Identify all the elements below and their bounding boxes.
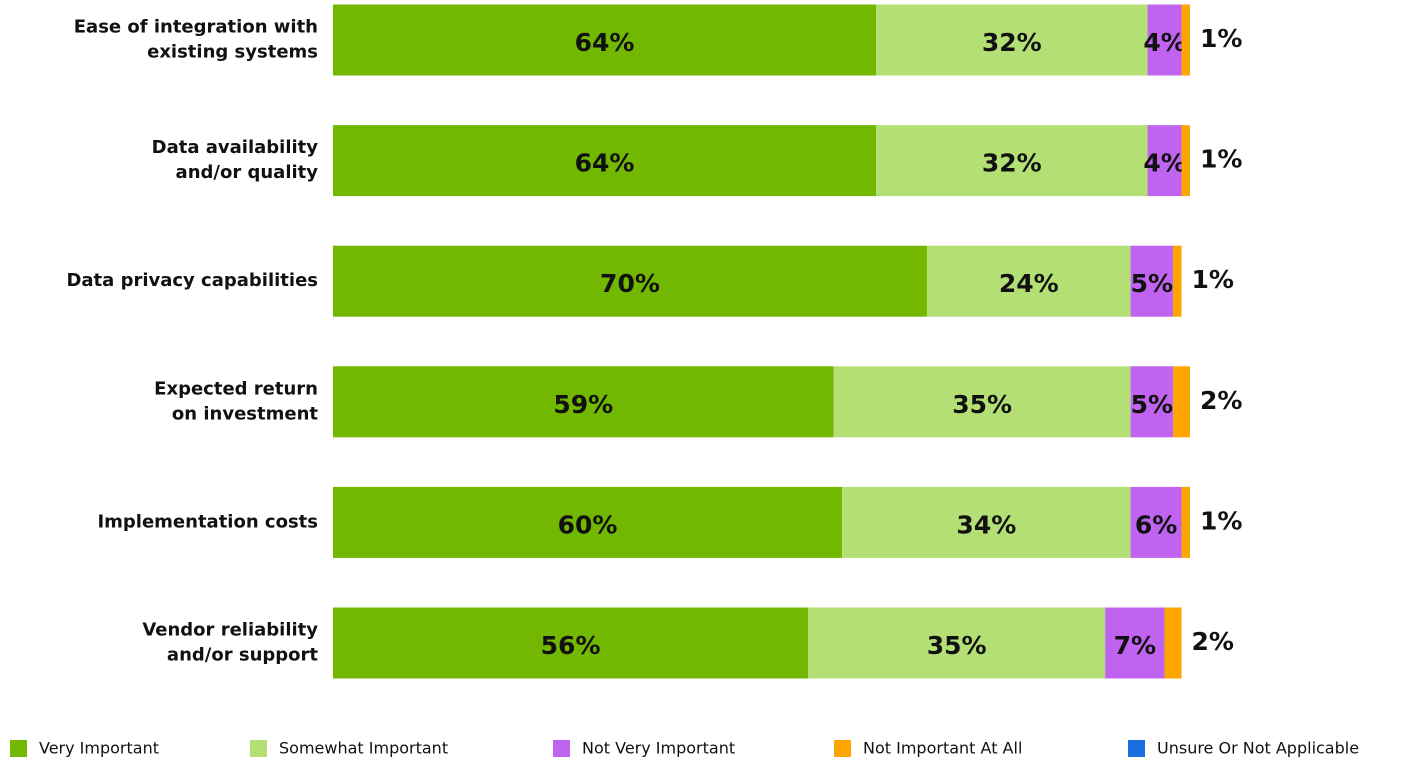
value-label: 59% — [553, 390, 613, 419]
bar-segment — [1147, 125, 1182, 197]
bar-segment — [926, 245, 1131, 317]
bar-segment — [333, 125, 877, 197]
bar-segment — [833, 366, 1131, 438]
bar-segment — [876, 4, 1148, 76]
legend-swatch — [10, 740, 27, 757]
legend-label: Not Important At All — [863, 739, 1022, 758]
value-label: 1% — [1200, 506, 1242, 535]
value-label: 4% — [1143, 149, 1185, 178]
value-label: 5% — [1131, 269, 1173, 298]
value-label: 5% — [1131, 390, 1173, 419]
value-label: 1% — [1192, 265, 1234, 294]
value-label: 2% — [1192, 627, 1234, 656]
category-label: Implementation costs — [97, 511, 318, 532]
bar-segment — [808, 607, 1106, 679]
value-label: 70% — [600, 269, 660, 298]
category-label: Data privacy capabilities — [66, 270, 318, 291]
value-label: 64% — [575, 149, 635, 178]
bar-segment — [333, 607, 809, 679]
bar-segment — [1181, 4, 1190, 76]
value-label: 4% — [1143, 28, 1185, 57]
value-label: 35% — [952, 390, 1012, 419]
bar-segment — [333, 366, 834, 438]
legend-swatch — [553, 740, 570, 757]
legend-label: Somewhat Important — [279, 739, 448, 758]
legend-label: Not Very Important — [582, 739, 735, 758]
bar-segment — [1130, 486, 1182, 558]
value-label: 34% — [956, 510, 1016, 539]
value-label: 1% — [1200, 145, 1242, 174]
bar-segment — [333, 245, 927, 317]
value-label: 64% — [575, 28, 635, 57]
legend-swatch — [834, 740, 851, 757]
category-label: Data availability and/or quality — [152, 137, 319, 183]
category-label: Ease of integration with existing systems — [74, 17, 318, 63]
bar-segment — [1173, 245, 1182, 317]
bar-segment — [1164, 607, 1182, 679]
bar-segment — [1105, 607, 1165, 679]
value-label: 32% — [982, 28, 1042, 57]
bar-segment — [1130, 366, 1174, 438]
bar-segment — [1173, 366, 1190, 438]
bar-segment — [876, 125, 1148, 197]
legend-swatch — [250, 740, 267, 757]
bar-segment — [1181, 486, 1190, 558]
legend-label: Unsure Or Not Applicable — [1157, 739, 1359, 758]
value-label: 56% — [541, 631, 601, 660]
bar-segment — [1181, 125, 1190, 197]
legend-label: Very Important — [39, 739, 159, 758]
bar-segment — [842, 486, 1131, 558]
category-label: Vendor reliability and/or support — [142, 620, 318, 666]
value-label: 1% — [1200, 24, 1242, 53]
bar-segment — [1147, 4, 1182, 76]
value-label: 24% — [999, 269, 1059, 298]
bar-segment — [1130, 245, 1174, 317]
value-label: 32% — [982, 149, 1042, 178]
bar-segment — [333, 486, 843, 558]
value-label: 6% — [1135, 510, 1177, 539]
bar-segment — [333, 4, 877, 76]
value-label: 7% — [1114, 631, 1156, 660]
legend-swatch — [1128, 740, 1145, 757]
value-label: 60% — [558, 510, 618, 539]
value-label: 2% — [1200, 386, 1242, 415]
category-label: Expected return on investment — [154, 378, 318, 424]
value-label: 35% — [927, 631, 987, 660]
